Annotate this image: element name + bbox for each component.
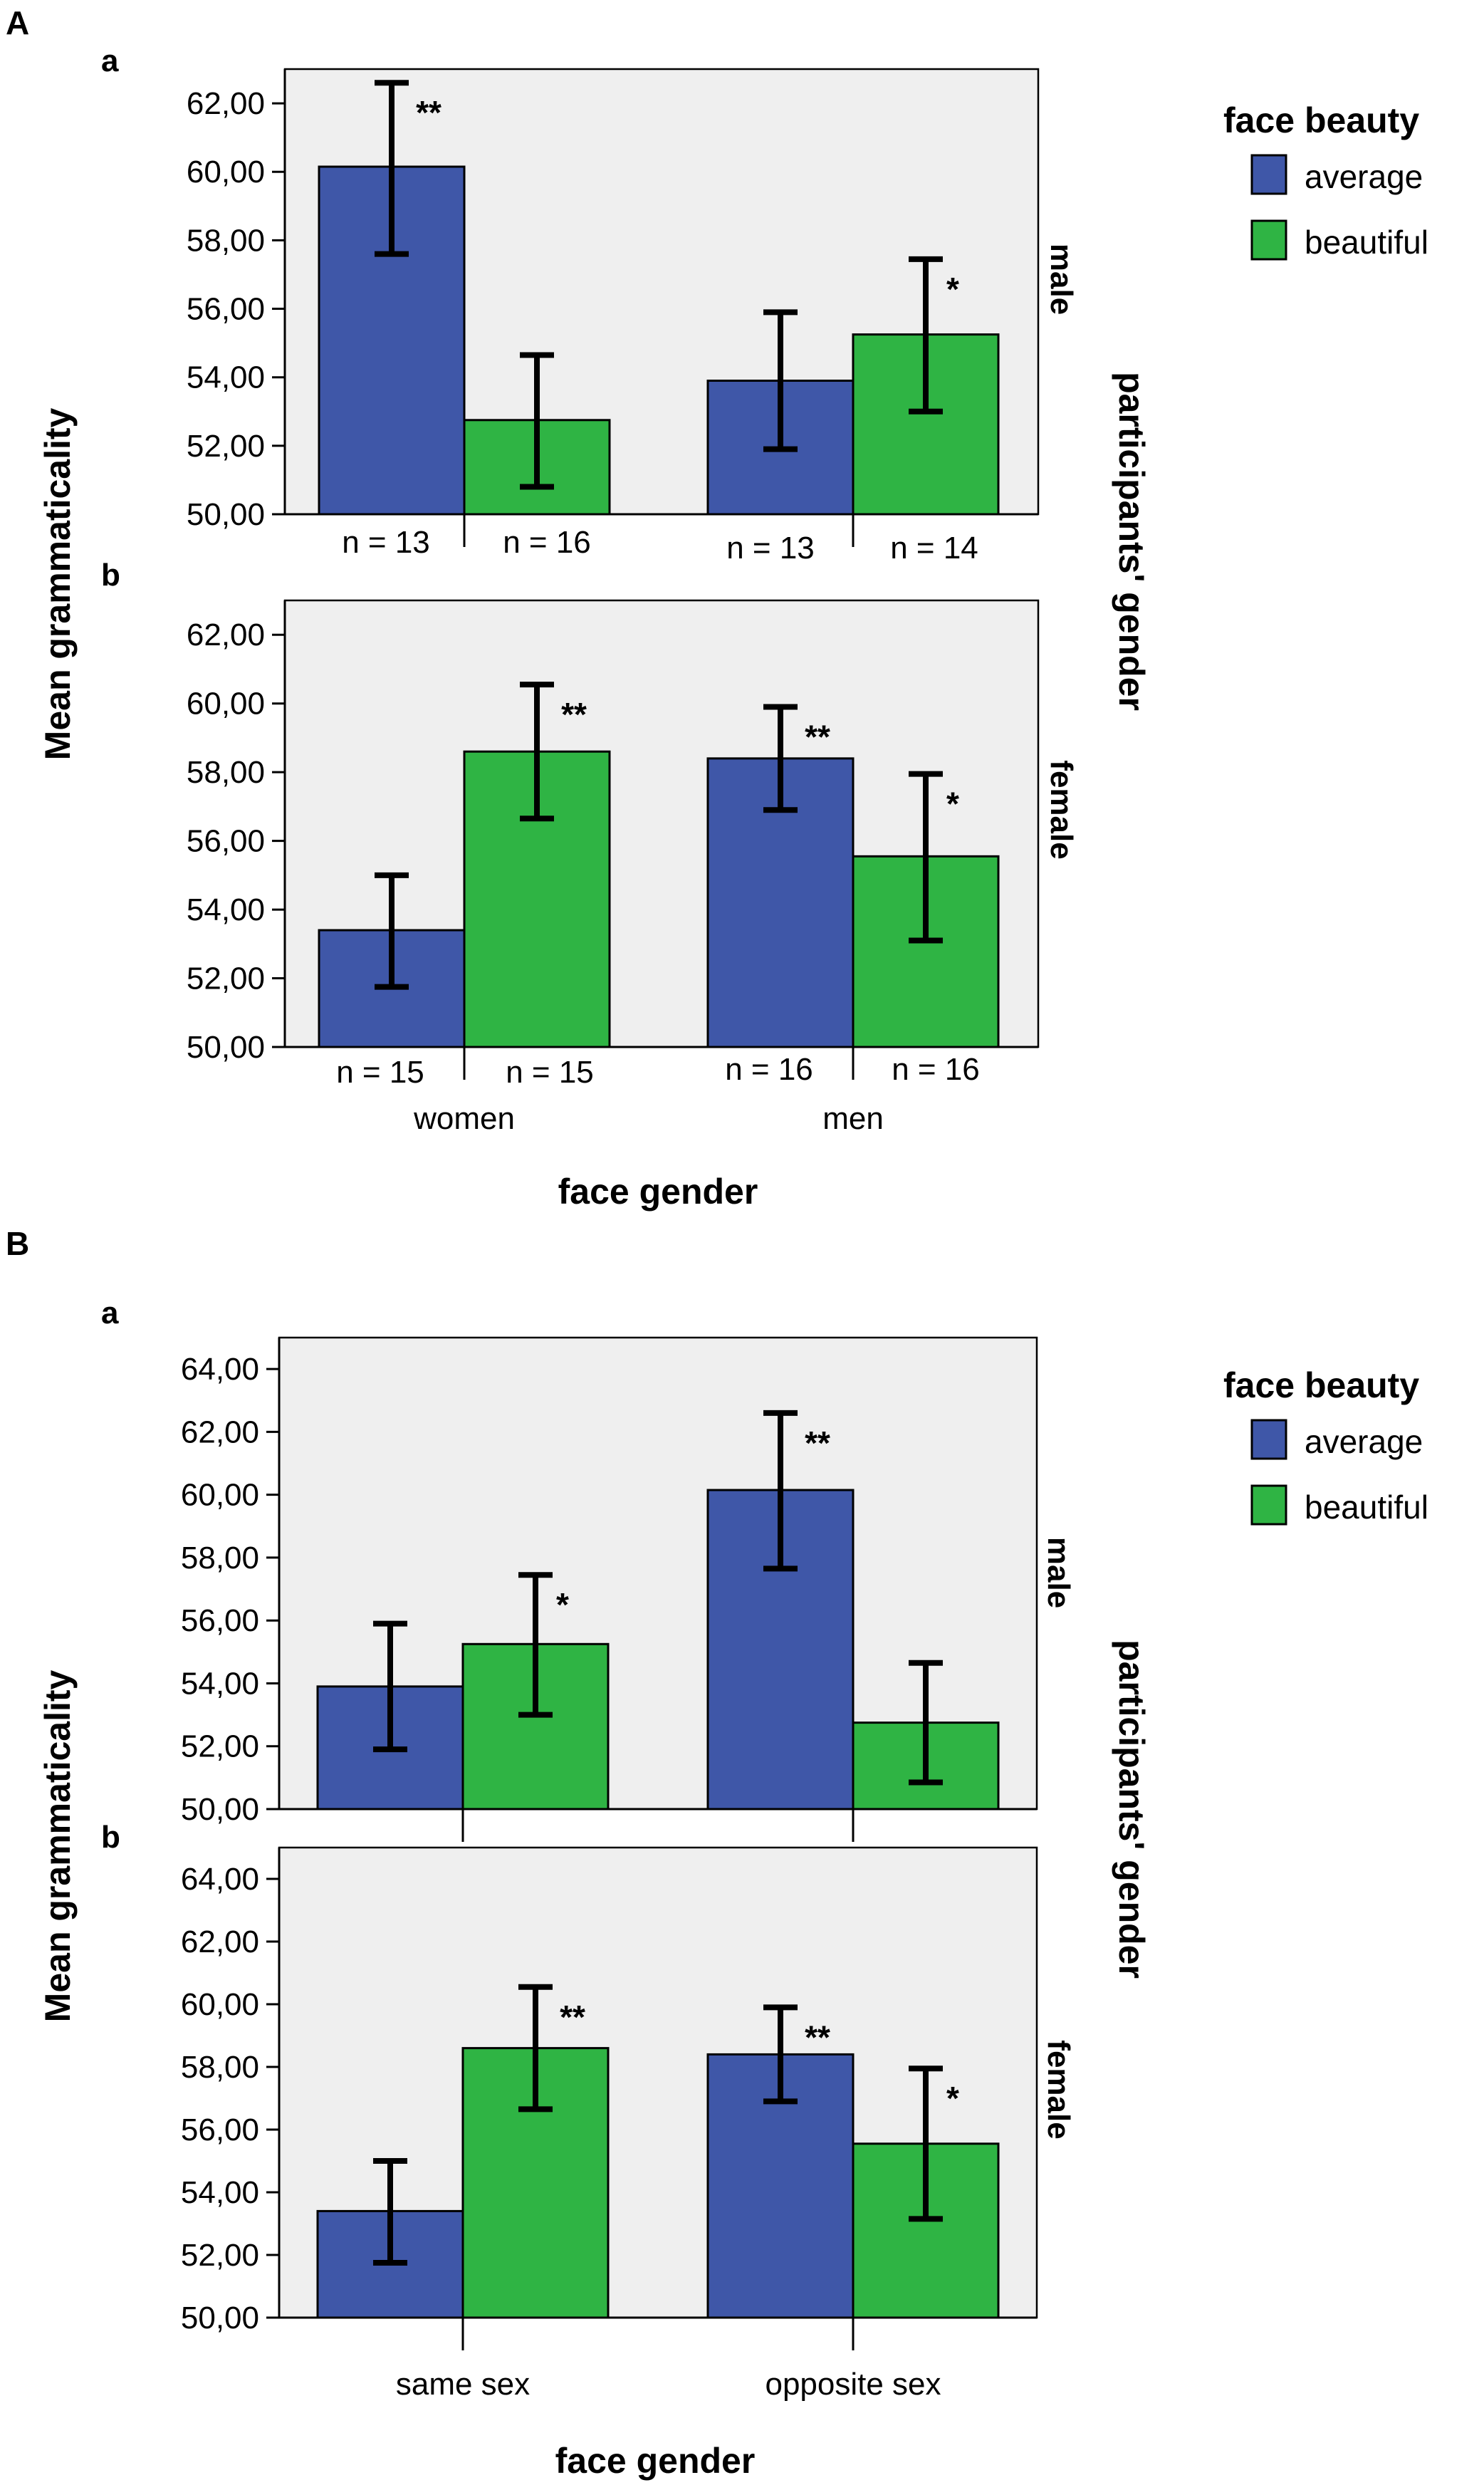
subplot-label-b-a: a [101, 1296, 119, 1330]
y-axis-title-a: Mean grammaticality [38, 407, 78, 760]
y-tick-label: 52,00 [181, 1729, 259, 1764]
y-tick-label: 54,00 [181, 2175, 259, 2210]
y-tick-label: 58,00 [181, 1541, 259, 1575]
y-tick-label: 50,00 [181, 2301, 259, 2335]
x-axis-title-b: face gender [555, 2441, 756, 2481]
y-tick-label: 54,00 [187, 892, 265, 927]
legend-title-b: face beauty [1223, 1365, 1419, 1405]
legend-a: face beauty average beautiful [1223, 100, 1428, 261]
legend-title-a: face beauty [1223, 100, 1419, 140]
legend-swatch-beautiful-a [1250, 219, 1287, 261]
y-tick-label: 60,00 [187, 687, 265, 721]
y-tick-label: 64,00 [181, 1352, 259, 1387]
y-tick-label: 50,00 [187, 497, 265, 532]
panel-b: B a b Mean grammaticality face gender ma… [6, 1225, 1428, 2481]
y-tick-label: 58,00 [187, 755, 265, 790]
y-tick-label: 62,00 [181, 1924, 259, 1959]
y-tick-label: 52,00 [187, 962, 265, 996]
y-tick-label: 50,00 [181, 1792, 259, 1827]
y-tick-label: 62,00 [187, 618, 265, 652]
y-tick-label: 58,00 [187, 223, 265, 258]
y-tick-label: 60,00 [181, 1478, 259, 1513]
y-axis-title-b: Mean grammaticality [38, 1669, 78, 2022]
y-tick-label: 52,00 [181, 2238, 259, 2273]
y-tick-label: 56,00 [181, 2112, 259, 2147]
facet-title-a: participants' gender [1112, 372, 1151, 711]
n-label-a-b-1: n = 15 [336, 1055, 424, 1090]
y-tick-label: 58,00 [181, 2050, 259, 2085]
y-tick-label: 50,00 [187, 1030, 265, 1065]
significance-marker: * [556, 1586, 569, 1623]
n-label-a-a-1: n = 13 [342, 525, 430, 560]
y-tick-label: 54,00 [187, 360, 265, 395]
y-tick-label: 56,00 [187, 824, 265, 859]
legend-b: face beauty average beautiful [1223, 1365, 1428, 1526]
significance-marker: ** [416, 94, 441, 131]
y-tick-label: 62,00 [181, 1415, 259, 1449]
category-label-same-sex: same sex [396, 2367, 530, 2402]
y-tick-label: 60,00 [187, 155, 265, 189]
legend-label-beautiful-b: beautiful [1305, 1489, 1428, 1526]
significance-marker: ** [805, 719, 830, 756]
n-label-a-a-3: n = 13 [726, 531, 815, 566]
y-tick-label: 56,00 [187, 292, 265, 327]
category-label-women: women [413, 1101, 515, 1136]
subplot-label-a-a: a [101, 43, 119, 78]
facet-label-b-male: male [1041, 1537, 1076, 1608]
y-tick-label: 64,00 [181, 1862, 259, 1897]
plot-b-a: 50,00 52,00 54,00 56,00 58,00 60,00 62,00 64,00… [181, 1336, 1038, 1842]
facet-title-b: participants' gender [1112, 1640, 1151, 1979]
y-tick-label: 60,00 [181, 1987, 259, 2022]
plot-b-b: 50,00 52,00 54,00 56,00 58,00 60,00 62,00 64,00… [181, 1846, 1038, 2350]
n-label-a-b-2: n = 15 [506, 1055, 594, 1090]
significance-marker: ** [561, 696, 587, 733]
legend-label-average-a: average [1305, 158, 1423, 195]
y-tick-label: 52,00 [187, 429, 265, 464]
significance-marker: * [946, 786, 959, 823]
y-tick-label: 62,00 [187, 86, 265, 121]
n-label-a-a-2: n = 16 [503, 525, 591, 560]
x-axis-title-a: face gender [558, 1172, 758, 1212]
significance-marker: * [946, 2080, 959, 2117]
legend-swatch-average-a [1250, 154, 1287, 195]
panel-a: A a b Mean grammaticality face gender ma… [6, 4, 1428, 1212]
significance-marker: ** [805, 2018, 830, 2056]
legend-label-beautiful-a: beautiful [1305, 224, 1428, 261]
significance-marker: ** [805, 1424, 830, 1462]
y-tick-label: 56,00 [181, 1603, 259, 1638]
legend-swatch-average-b [1250, 1419, 1287, 1460]
n-label-a-b-4: n = 16 [892, 1052, 980, 1087]
category-label-opposite-sex: opposite sex [765, 2367, 941, 2402]
category-label-men: men [822, 1101, 884, 1136]
n-label-a-b-3: n = 16 [725, 1052, 813, 1087]
y-tick-label: 54,00 [181, 1666, 259, 1701]
panel-label-a: A [6, 4, 29, 41]
facet-label-b-female: female [1041, 2040, 1076, 2139]
significance-marker: * [946, 271, 959, 308]
legend-swatch-beautiful-b [1250, 1484, 1287, 1526]
legend-label-average-b: average [1305, 1423, 1423, 1460]
panel-label-b: B [6, 1225, 29, 1262]
facet-label-a-female: female [1044, 760, 1079, 859]
subplot-label-b-b: b [101, 1820, 120, 1855]
significance-marker: ** [560, 1999, 585, 2036]
facet-label-a-male: male [1044, 244, 1079, 315]
n-label-a-a-4: n = 14 [890, 531, 978, 566]
subplot-label-a-b: b [101, 558, 120, 593]
